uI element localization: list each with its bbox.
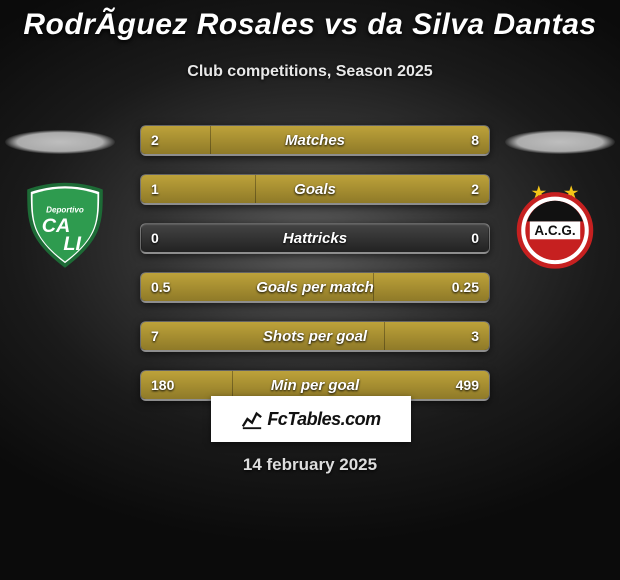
right-team-badge: A.C.G. <box>510 180 600 270</box>
bar-value-left: 2 <box>151 126 159 154</box>
bar-label: Matches <box>141 126 489 154</box>
stat-bar: Matches2 8 <box>140 125 490 156</box>
club-crest-icon: A.C.G. <box>510 180 600 270</box>
bar-value-right: 0.25 <box>452 273 479 301</box>
left-shadow-ellipse <box>5 130 115 154</box>
bar-value-right: 0 <box>471 224 479 252</box>
bar-value-right: 8 <box>471 126 479 154</box>
bar-value-left: 7 <box>151 322 159 350</box>
page-title: RodrÃ­guez Rosales vs da Silva Dantas <box>0 8 620 42</box>
svg-text:Deportivo: Deportivo <box>46 205 84 214</box>
bar-label: Hattricks <box>141 224 489 252</box>
bar-value-left: 0.5 <box>151 273 170 301</box>
stat-bar: Hattricks0 0 <box>140 223 490 254</box>
watermark-badge: FcTables.com <box>211 396 411 442</box>
svg-text:LI: LI <box>63 233 81 255</box>
bar-value-left: 180 <box>151 371 174 399</box>
date-text: 14 february 2025 <box>0 455 620 475</box>
bar-value-right: 2 <box>471 175 479 203</box>
shield-icon: Deportivo CA LI <box>20 180 110 270</box>
bar-value-right: 3 <box>471 322 479 350</box>
watermark-text: FcTables.com <box>267 409 380 430</box>
right-shadow-ellipse <box>505 130 615 154</box>
stats-bars: Matches28Goals12Hattricks00Goals per mat… <box>140 125 490 419</box>
stat-bar: Goals1 2 <box>140 174 490 205</box>
page-subtitle: Club competitions, Season 2025 <box>0 63 620 81</box>
bar-label: Goals <box>141 175 489 203</box>
bar-label: Shots per goal <box>141 322 489 350</box>
stat-bar: Min per goal180 499 <box>140 370 490 401</box>
stat-bar: Shots per goal7 3 <box>140 321 490 352</box>
bar-label: Min per goal <box>141 371 489 399</box>
bar-value-left: 0 <box>151 224 159 252</box>
chart-icon <box>241 408 263 430</box>
bar-label: Goals per match <box>141 273 489 301</box>
svg-text:A.C.G.: A.C.G. <box>534 223 575 238</box>
bar-value-right: 499 <box>456 371 479 399</box>
left-team-badge: Deportivo CA LI <box>20 180 110 270</box>
stat-bar: Goals per match0.5 0.25 <box>140 272 490 303</box>
bar-value-left: 1 <box>151 175 159 203</box>
